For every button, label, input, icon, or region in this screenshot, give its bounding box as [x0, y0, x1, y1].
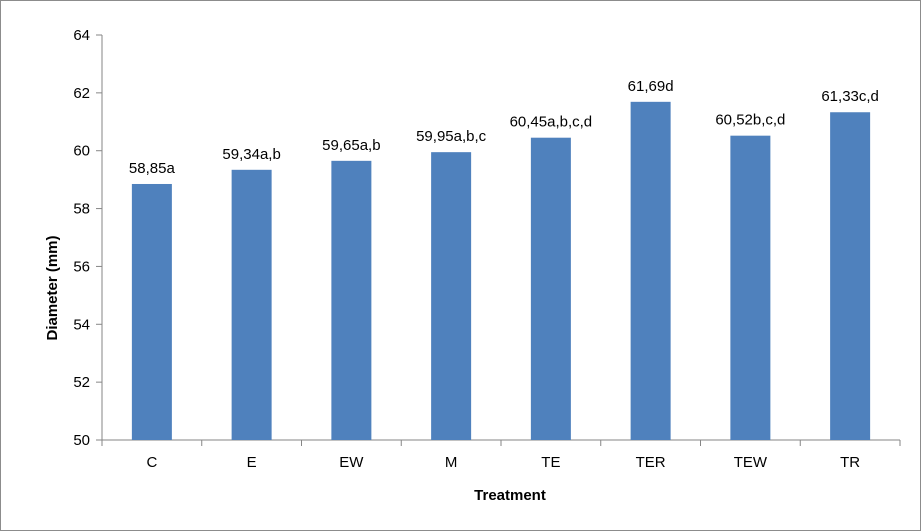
bar — [730, 135, 771, 440]
x-tick-label: TEW — [734, 454, 768, 471]
x-axis-title: Treatment — [474, 487, 546, 504]
bar-data-label: 61,69d — [628, 78, 674, 95]
bar — [630, 101, 671, 440]
y-tick-label: 60 — [73, 143, 90, 160]
x-axis: C E EW M TE TER TEW TR — [101, 439, 901, 471]
bar-data-label: 60,45a,b,c,d — [510, 114, 593, 131]
x-tick-label: TE — [541, 454, 560, 471]
x-tick-label: EW — [339, 454, 364, 471]
data-labels: 58,85a 59,34a,b 59,65a,b 59,95a,b,c 60,45a,b… — [129, 78, 879, 177]
bar-data-label: 61,33c,d — [821, 88, 879, 105]
bars — [131, 101, 871, 441]
y-tick-label: 62 — [73, 85, 90, 102]
bar-data-label: 58,85a — [129, 160, 176, 177]
y-tick-label: 54 — [73, 316, 90, 333]
bar — [830, 112, 871, 440]
y-tick-label: 56 — [73, 258, 90, 275]
bar — [530, 137, 571, 441]
x-tick-label: TR — [840, 454, 860, 471]
bar-data-label: 59,34a,b — [222, 146, 280, 163]
bar — [431, 152, 472, 441]
y-tick-label: 58 — [73, 201, 90, 218]
bar — [131, 183, 172, 440]
y-tick-label: 52 — [73, 374, 90, 391]
y-axis-title: Diameter (mm) — [44, 235, 61, 340]
x-tick-label: E — [247, 454, 257, 471]
y-tick-label: 64 — [73, 27, 90, 44]
x-tick-label: TER — [636, 454, 666, 471]
y-tick-label: 50 — [73, 432, 90, 449]
y-axis: 50 52 54 56 58 60 62 64 — [73, 27, 103, 449]
bar — [231, 169, 272, 441]
x-tick-label: M — [445, 454, 458, 471]
x-tick-label: C — [146, 454, 157, 471]
bar-data-label: 59,95a,b,c — [416, 128, 487, 145]
bar — [331, 160, 372, 440]
bar-data-label: 60,52b,c,d — [715, 112, 785, 129]
bar-data-label: 59,65a,b — [322, 137, 380, 154]
